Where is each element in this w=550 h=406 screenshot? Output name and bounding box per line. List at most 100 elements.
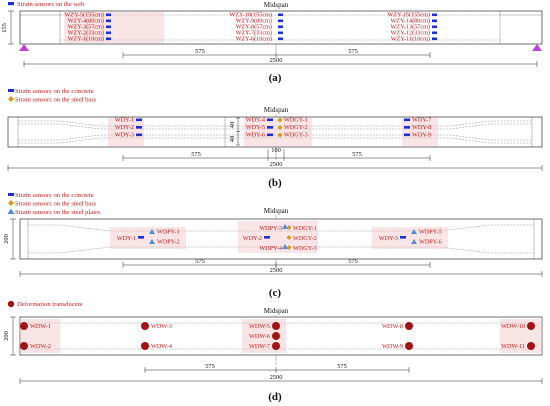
web-strain-sensor xyxy=(432,31,437,35)
wdpy-label: WDPY-5 xyxy=(419,229,442,236)
dim-center-label: 100 xyxy=(271,147,281,154)
deformation-transducer xyxy=(405,342,413,350)
legend-transducer-marker xyxy=(7,300,15,308)
vdim-top-label: 40 xyxy=(229,122,236,128)
sensor-column-mid: WZY-10(155cm) WZY-9(80cm) WZY-8(57cm) WZ… xyxy=(229,12,283,43)
wdw-label: WDW-2 xyxy=(30,343,51,350)
steel-bar-sensor xyxy=(277,132,283,138)
dim-total-label: 2500 xyxy=(270,374,283,381)
deformation-transducer xyxy=(272,322,280,330)
height-label: 200 xyxy=(3,331,10,341)
wdw-label: WDW-11 xyxy=(501,343,525,350)
deformation-transducer xyxy=(272,332,280,340)
wzy-label: WZY-13(57cm) xyxy=(390,24,430,31)
web-strain-sensor xyxy=(106,13,111,17)
support-right xyxy=(532,44,542,51)
wzy-label: WZY-10(155cm) xyxy=(229,12,272,19)
concrete-strain-sensor xyxy=(138,236,144,239)
steel-plate-sensor xyxy=(282,224,288,229)
vdim-bottom-label: 40 xyxy=(229,136,236,142)
wdy-label: WDY-7 xyxy=(412,117,431,124)
panel-a: Strain sensors on the web Midspan 155 WZ… xyxy=(1,1,543,84)
wdgy-label: WDGY-3 xyxy=(293,245,317,252)
concrete-strain-sensor xyxy=(267,126,273,129)
duct-profile-top-2 xyxy=(18,123,532,130)
panel-caption: (d) xyxy=(268,391,282,403)
legend-bar-marker xyxy=(8,200,14,206)
label-highlight xyxy=(64,12,164,43)
steel-bar-sensor xyxy=(277,125,283,130)
concrete-strain-sensor xyxy=(136,126,142,129)
beam-plan xyxy=(19,218,543,260)
sensor-column-right: WZY-15(155cm) WZY-14(80cm) WZY-13(57cm) … xyxy=(387,12,437,43)
steel-plate-sensor xyxy=(282,244,288,249)
dim-left-label: 575 xyxy=(195,48,205,55)
legend-bar-marker xyxy=(8,96,14,102)
dim-total-label: 2500 xyxy=(270,161,283,168)
label-highlight xyxy=(244,118,312,146)
label-highlight xyxy=(402,118,438,146)
wdgy-label: WDGY-2 xyxy=(284,124,308,131)
duct-profile-bottom-2 xyxy=(18,134,532,141)
panel-d: Deformation transducers Midspan 200 WDW-… xyxy=(3,300,543,403)
web-strain-sensor xyxy=(106,25,111,29)
steel-plate-sensor xyxy=(411,239,417,244)
deformation-transducer xyxy=(20,342,28,350)
web-strain-sensor xyxy=(278,25,283,29)
dim-right-label: 575 xyxy=(348,48,358,55)
web-strain-sensor xyxy=(106,31,111,35)
height-label: 155 xyxy=(1,23,8,33)
legend-concrete-marker xyxy=(8,89,14,92)
web-strain-sensor xyxy=(278,31,283,35)
steel-bar-sensor xyxy=(286,245,292,250)
wdw-label: WDW-10 xyxy=(501,323,525,330)
dim-right-label: 575 xyxy=(348,258,358,265)
height-label: 200 xyxy=(3,234,10,244)
duct-profile-top xyxy=(18,120,532,127)
wdw-label: WDW-4 xyxy=(151,343,172,350)
wdy-label: WDY-2 xyxy=(115,124,134,131)
wdw-label: WDW-7 xyxy=(249,343,270,350)
wzy-label: WZY-5(155cm) xyxy=(64,12,104,19)
dim-total-label: 2500 xyxy=(270,267,283,274)
dim-right-label: 575 xyxy=(337,363,347,370)
beam-plan xyxy=(7,116,543,148)
wzy-label: WZY-2(33cm) xyxy=(68,30,104,37)
steel-plate-sensor xyxy=(411,229,417,234)
wdw-label: WDW-8 xyxy=(382,323,403,330)
label-highlight xyxy=(372,227,448,249)
dim-right-label: 575 xyxy=(352,151,362,158)
steel-bar-sensor xyxy=(277,117,283,123)
concrete-strain-sensor xyxy=(136,118,142,122)
legend-plate-marker xyxy=(7,208,15,214)
label-highlight xyxy=(500,319,542,353)
dim-left-label: 575 xyxy=(205,363,215,370)
legend-web-sensors: Strain sensors on the web xyxy=(17,1,85,8)
wdgy-label: WDGY-2 xyxy=(293,235,317,242)
wzy-label: WZY-4(80cm) xyxy=(68,18,104,25)
wdpy-label: WDPY-3 xyxy=(259,225,282,232)
wdy-label: WDY-4 xyxy=(246,117,265,124)
duct-profile-bottom xyxy=(28,246,534,254)
concrete-strain-sensor xyxy=(136,133,142,137)
wzy-label: WZY-8(57cm) xyxy=(236,24,272,31)
beam-plan xyxy=(19,316,543,356)
deformation-transducer xyxy=(527,342,535,350)
wdy-label: WDY-3 xyxy=(379,235,398,242)
duct-profile-top xyxy=(28,224,534,232)
dim-left-label: 575 xyxy=(191,151,201,158)
concrete-strain-sensor xyxy=(404,133,410,137)
concrete-strain-sensor xyxy=(404,118,410,122)
panel-caption: (a) xyxy=(269,72,282,84)
legend-concrete-marker xyxy=(8,2,14,6)
panel-b: Strain sensors on the concrete Strain se… xyxy=(7,88,543,189)
wdw-label: WDW-5 xyxy=(249,323,270,330)
web-strain-sensor xyxy=(106,19,111,23)
wzy-label: WZY-11(10cm) xyxy=(391,36,430,43)
deformation-transducer xyxy=(20,322,28,330)
wzy-label: WZY-1(10cm) xyxy=(68,36,104,43)
sensor-column-left: WZY-5(155cm) WZY-4(80cm) WZY-3(57cm) WZY… xyxy=(64,12,164,43)
wdpy-label: WDPY-2 xyxy=(157,239,180,246)
